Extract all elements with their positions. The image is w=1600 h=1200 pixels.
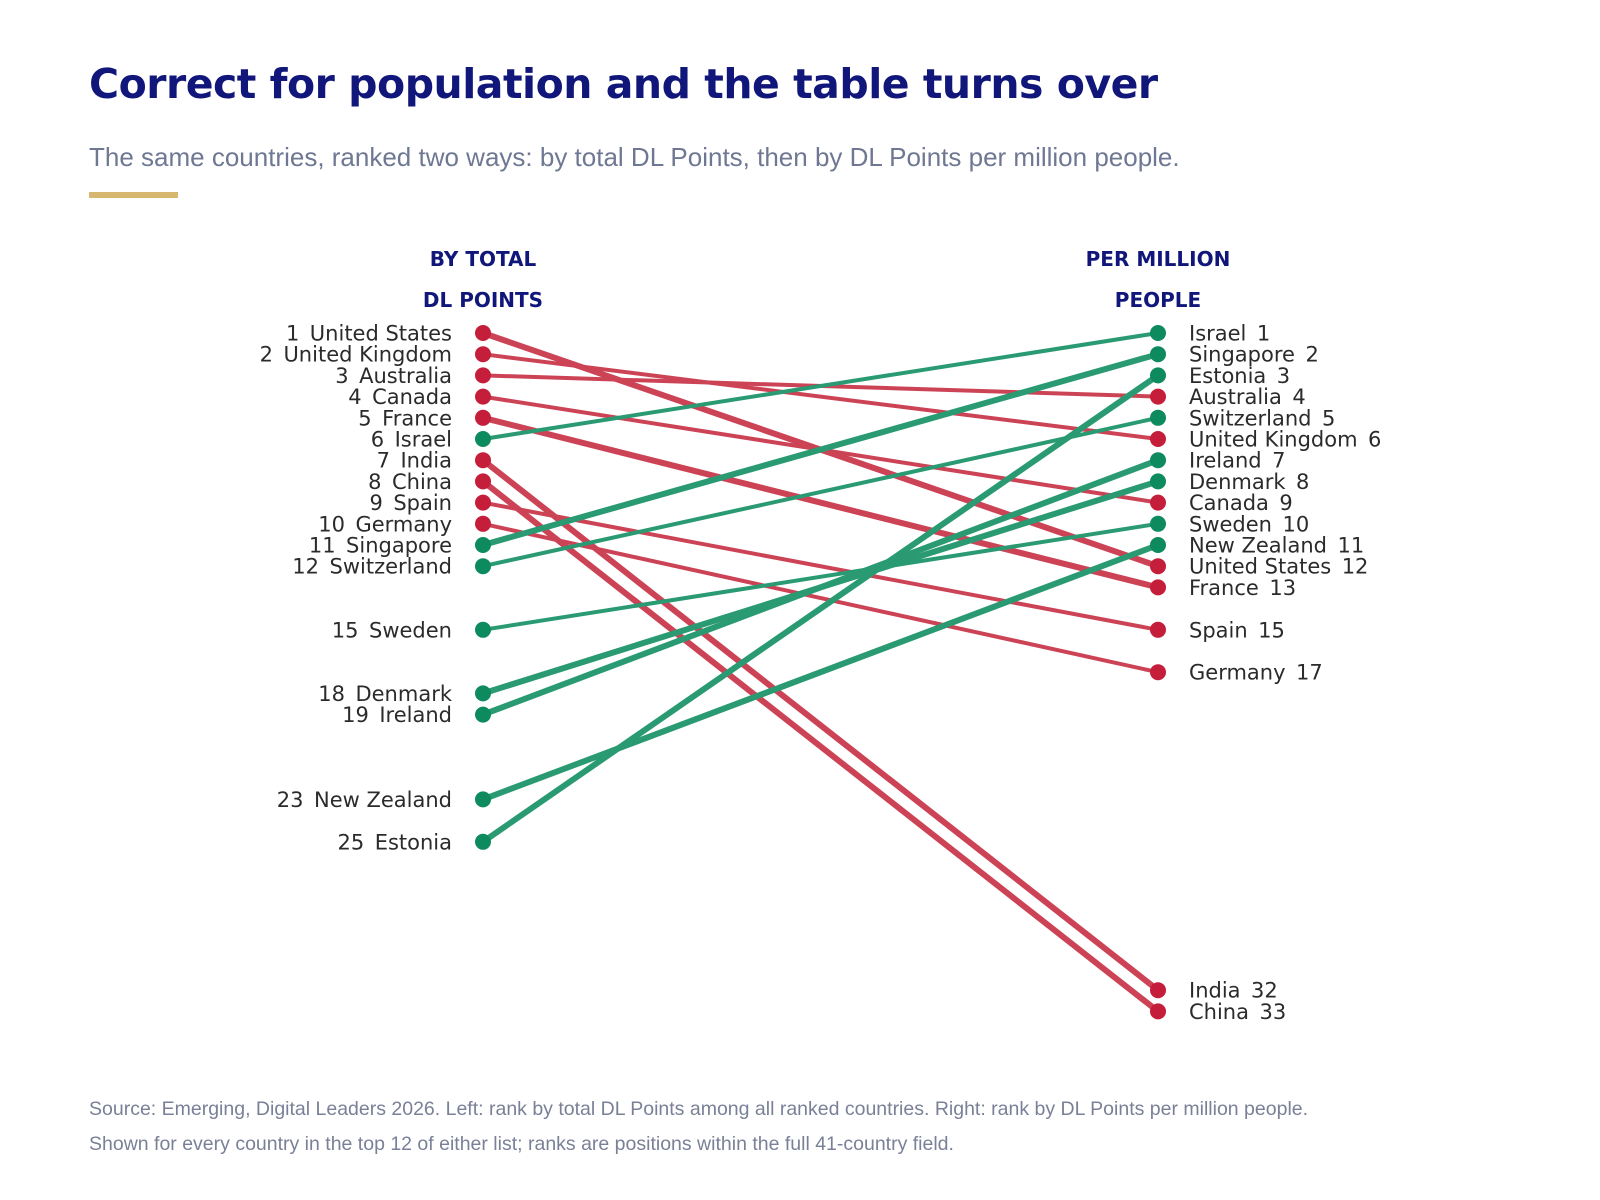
slope-line-israel: [481, 331, 1160, 441]
right-dot-united-kingdom: [1150, 431, 1166, 447]
slope-line-spain: [481, 500, 1160, 632]
left-dot-canada: [475, 388, 491, 405]
source-note: Source: Emerging, Digital Leaders 2026. …: [89, 1098, 1309, 1155]
slope-chart: BY TOTAL DL POINTS PER MILLION PEOPLE 1 …: [260, 247, 1382, 1024]
right-dot-switzerland: [1150, 409, 1166, 426]
right-label-india: India 32: [1189, 979, 1278, 1003]
right-label-united-states: United States 12: [1189, 555, 1368, 579]
left-label-israel: 6 Israel: [371, 428, 452, 452]
slope-line-united-kingdom: [481, 352, 1160, 441]
slope-line-singapore: [480, 351, 1161, 548]
left-label-denmark: 18 Denmark: [318, 682, 453, 706]
right-label-switzerland: Switzerland 5: [1189, 406, 1335, 430]
slope-line-new-zealand: [480, 542, 1161, 803]
left-label-france: 5 France: [358, 406, 452, 430]
right-label-united-kingdom: United Kingdom 6: [1189, 428, 1381, 452]
right-dot-united-states: [1150, 558, 1166, 575]
left-label-spain: 9 Spain: [369, 491, 452, 515]
slope-line-sweden: [481, 521, 1160, 632]
rank-dots: [475, 325, 1166, 1020]
rank-labels: 1 United States United States 12 2 United …: [260, 322, 1382, 1024]
right-label-israel: Israel 1: [1189, 322, 1270, 346]
right-column-header-line-2: PEOPLE: [1115, 288, 1201, 312]
right-dot-denmark: [1150, 473, 1166, 490]
right-dot-sweden: [1150, 515, 1166, 532]
right-label-spain: Spain 15: [1189, 618, 1285, 642]
right-dot-china: [1150, 1003, 1166, 1020]
right-dot-germany: [1150, 664, 1166, 681]
right-dot-estonia: [1150, 367, 1166, 384]
right-dot-france: [1150, 579, 1166, 596]
left-dot-china: [475, 473, 491, 490]
right-label-china: China 33: [1189, 1000, 1286, 1024]
left-label-canada: 4 Canada: [348, 385, 452, 409]
left-label-india: 7 India: [377, 449, 452, 473]
right-label-canada: Canada 9: [1189, 491, 1293, 515]
accent-rule: [89, 192, 178, 198]
left-column-header-line-1: BY TOTAL: [430, 247, 537, 271]
left-label-australia: 3 Australia: [335, 364, 452, 388]
left-dot-estonia: [475, 833, 491, 850]
left-dot-germany: [475, 515, 491, 532]
right-label-sweden: Sweden 10: [1189, 512, 1309, 536]
right-dot-spain: [1150, 621, 1166, 638]
left-dot-singapore: [475, 537, 491, 553]
right-column-header-line-1: PER MILLION: [1086, 247, 1231, 271]
left-dot-denmark: [475, 685, 491, 702]
slope-line-germany: [481, 521, 1160, 675]
right-label-germany: Germany 17: [1189, 661, 1323, 685]
right-label-singapore: Singapore 2: [1189, 343, 1319, 367]
left-dot-spain: [475, 494, 491, 511]
right-label-denmark: Denmark 8: [1189, 470, 1309, 494]
right-dot-india: [1150, 982, 1166, 999]
left-label-china: 8 China: [368, 470, 452, 494]
left-dot-switzerland: [475, 558, 491, 575]
slope-lines: [480, 330, 1161, 1015]
chart-subtitle: The same countries, ranked two ways: by …: [89, 142, 1180, 172]
slope-line-estonia: [480, 372, 1161, 845]
right-dot-new-zealand: [1150, 537, 1166, 553]
right-dot-australia: [1150, 388, 1166, 405]
left-label-united-states: 1 United States: [286, 322, 452, 346]
left-dot-united-kingdom: [475, 346, 491, 363]
slope-line-china: [480, 478, 1161, 1015]
left-label-switzerland: 12 Switzerland: [292, 555, 452, 579]
left-label-united-kingdom: 2 United Kingdom: [260, 343, 452, 367]
right-label-estonia: Estonia 3: [1189, 364, 1290, 388]
right-label-new-zealand: New Zealand 11: [1189, 534, 1364, 558]
right-dot-canada: [1150, 494, 1166, 511]
left-dot-new-zealand: [475, 791, 491, 808]
left-dot-sweden: [475, 621, 491, 638]
chart-title: Correct for population and the table tur…: [89, 60, 1158, 108]
left-label-sweden: 15 Sweden: [332, 618, 452, 642]
left-dot-france: [475, 409, 491, 426]
right-dot-singapore: [1150, 346, 1166, 363]
right-label-ireland: Ireland 7: [1189, 449, 1286, 473]
left-label-germany: 10 Germany: [318, 512, 452, 536]
left-label-new-zealand: 23 New Zealand: [277, 788, 452, 812]
right-dot-ireland: [1150, 452, 1166, 469]
left-label-singapore: 11 Singapore: [309, 534, 452, 558]
left-column-header-line-2: DL POINTS: [423, 288, 543, 312]
left-dot-india: [475, 452, 491, 469]
left-dot-ireland: [475, 706, 491, 723]
right-dot-israel: [1150, 325, 1166, 341]
slope-line-switzerland: [481, 415, 1160, 569]
left-dot-australia: [475, 367, 491, 384]
left-dot-israel: [475, 431, 491, 447]
left-dot-united-states: [475, 325, 491, 341]
slope-line-ireland: [480, 457, 1161, 718]
slope-line-france: [480, 414, 1161, 591]
left-label-ireland: 19 Ireland: [342, 703, 452, 727]
left-label-estonia: 25 Estonia: [337, 830, 452, 854]
right-label-australia: Australia 4: [1189, 385, 1306, 409]
right-label-france: France 13: [1189, 576, 1296, 600]
